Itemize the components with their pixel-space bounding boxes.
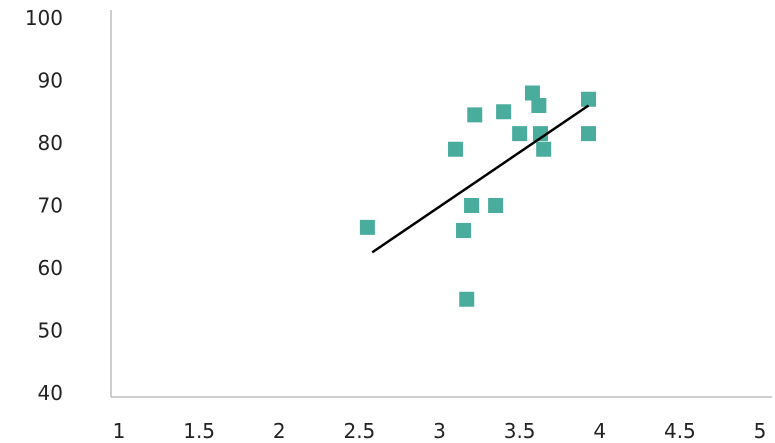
x-tick-label: 4.5 <box>664 419 696 443</box>
data-point <box>359 219 375 235</box>
data-point <box>536 141 552 157</box>
x-tick-label: 2 <box>273 419 286 443</box>
y-tick-label: 100 <box>25 6 63 30</box>
x-tick-label: 2.5 <box>343 419 375 443</box>
x-tick-label: 4 <box>593 419 606 443</box>
y-tick-labels: 40 50 60 70 80 90 100 <box>25 6 63 405</box>
y-tick-label: 50 <box>38 319 63 343</box>
data-point <box>448 141 464 157</box>
data-point <box>531 98 547 113</box>
y-tick-label: 40 <box>38 381 63 405</box>
data-point <box>512 126 528 142</box>
data-point <box>464 198 480 213</box>
x-tick-label: 5 <box>754 419 767 443</box>
trendline <box>371 104 590 254</box>
data-point <box>467 107 483 123</box>
y-tick-label: 90 <box>38 69 63 93</box>
data-point <box>459 291 475 307</box>
y-tick-label: 80 <box>38 131 63 155</box>
y-tick-label: 60 <box>38 256 63 280</box>
data-point <box>488 198 504 213</box>
data-point <box>581 126 597 142</box>
y-tick-label: 70 <box>38 194 63 218</box>
x-tick-label: 3.5 <box>504 419 536 443</box>
data-point <box>524 85 540 101</box>
data-point <box>456 223 472 238</box>
data-point <box>532 126 548 142</box>
x-tick-labels: 1 1.5 2 2.5 3 3.5 4 4.5 5 <box>113 419 767 443</box>
data-point <box>496 104 512 120</box>
data-points <box>359 85 597 307</box>
x-tick-label: 1.5 <box>183 419 215 443</box>
x-tick-label: 1 <box>113 419 126 443</box>
data-point <box>581 91 597 107</box>
x-tick-label: 3 <box>433 419 446 443</box>
